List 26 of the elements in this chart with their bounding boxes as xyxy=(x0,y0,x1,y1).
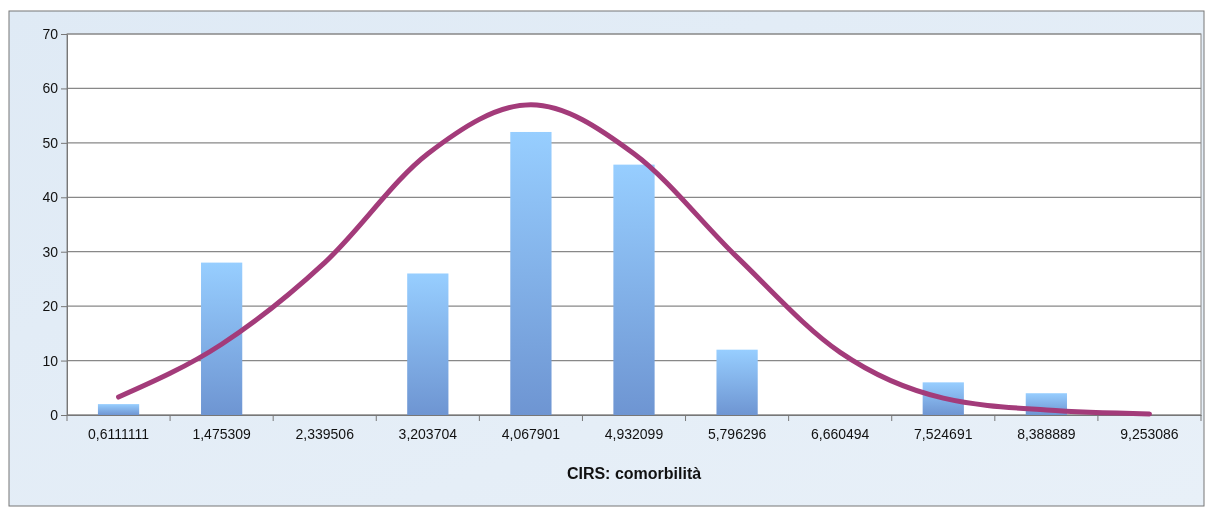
y-tick-label: 10 xyxy=(42,352,59,369)
bar xyxy=(97,404,140,415)
y-tick-label: 40 xyxy=(42,189,59,206)
x-tick-label: 4,067901 xyxy=(501,425,561,442)
x-tick-label: 9,253086 xyxy=(1120,425,1179,442)
y-tick-label: 60 xyxy=(42,80,59,97)
y-tick-label: 70 xyxy=(42,25,59,42)
x-tick-label: 2,339506 xyxy=(295,425,355,442)
y-tick-label: 0 xyxy=(50,406,59,423)
y-tick-label: 30 xyxy=(42,243,59,260)
x-tick-label: 0,6111111 xyxy=(88,425,150,442)
x-tick-label: 1,475309 xyxy=(192,425,252,442)
bar xyxy=(613,164,655,415)
y-tick-label: 50 xyxy=(42,134,59,151)
x-tick-label: 4,932099 xyxy=(604,425,664,442)
bar xyxy=(510,131,552,415)
x-tick-label: 3,203704 xyxy=(398,425,458,442)
y-tick-label: 20 xyxy=(42,298,59,315)
bar xyxy=(201,262,243,415)
x-axis-title: CIRS: comorbilità xyxy=(566,465,702,482)
bar xyxy=(716,349,758,415)
x-tick-label: 7,524691 xyxy=(914,425,973,442)
x-tick-label: 8,388889 xyxy=(1017,425,1076,442)
x-tick-label: 5,796296 xyxy=(707,425,767,442)
bar xyxy=(407,273,449,415)
x-tick-label: 6,660494 xyxy=(810,425,870,442)
